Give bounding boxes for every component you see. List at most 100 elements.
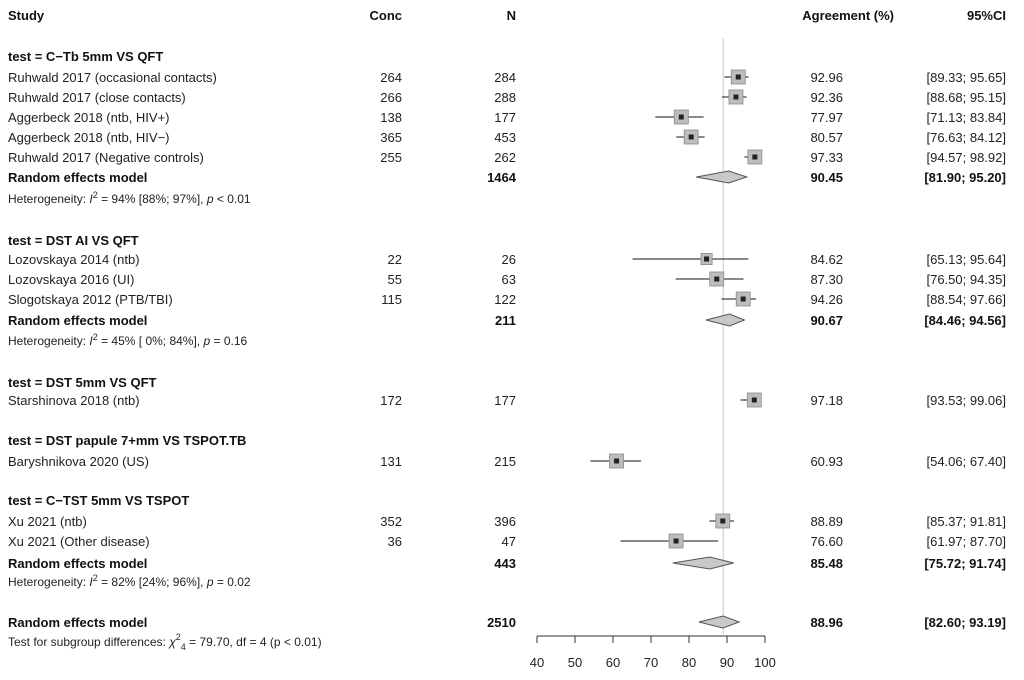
point-estimate-4 bbox=[752, 154, 758, 160]
study-conc: 264 bbox=[380, 70, 402, 85]
overall-model-diamond bbox=[698, 615, 741, 629]
header-agreement: Agreement (%) bbox=[802, 8, 894, 23]
study-ci: [71.13; 83.84] bbox=[926, 110, 1006, 125]
study-conc: 255 bbox=[380, 150, 402, 165]
study-ci: [54.06; 67.40] bbox=[926, 454, 1006, 469]
heterogeneity-text: Heterogeneity: I2 = 82% [24%; 96%], p = … bbox=[8, 573, 251, 589]
column-headers: Study Conc N Agreement (%) 95%CI bbox=[8, 8, 1006, 23]
study-ci: [88.68; 95.15] bbox=[926, 90, 1006, 105]
study-ci: [85.37; 91.81] bbox=[926, 514, 1006, 529]
study-name: Xu 2021 (Other disease) bbox=[8, 534, 150, 549]
study-name: Slogotskaya 2012 (PTB/TBI) bbox=[8, 292, 173, 307]
study-estimate: 60.93 bbox=[810, 454, 843, 469]
study-ci: [65.13; 95.64] bbox=[926, 252, 1006, 267]
point-estimate-10 bbox=[720, 518, 726, 524]
forest-rows: test = C−Tb 5mm VS QFT Ruhwald 2017 (occa… bbox=[8, 38, 1006, 670]
overall-model-estimate: 88.96 bbox=[810, 615, 843, 630]
study-n: 284 bbox=[494, 70, 516, 85]
subgroup-model-estimate: 90.67 bbox=[810, 313, 843, 328]
point-estimate-1 bbox=[733, 94, 739, 100]
study-conc: 55 bbox=[388, 272, 402, 287]
study-name: Ruhwald 2017 (occasional contacts) bbox=[8, 70, 217, 85]
study-estimate: 77.97 bbox=[810, 110, 843, 125]
study-name: Xu 2021 (ntb) bbox=[8, 514, 87, 529]
subgroup-model-ci: [81.90; 95.20] bbox=[924, 170, 1006, 185]
point-estimate-3 bbox=[688, 134, 694, 140]
study-conc: 172 bbox=[380, 393, 402, 408]
subgroup-test-text: Test for subgroup differences: χ24 = 79.… bbox=[8, 632, 322, 652]
study-n: 453 bbox=[494, 130, 516, 145]
study-estimate: 94.26 bbox=[810, 292, 843, 307]
x-tick-label: 100 bbox=[754, 655, 776, 670]
x-tick-label: 50 bbox=[568, 655, 582, 670]
subgroup-model-label: Random effects model bbox=[8, 556, 147, 571]
study-estimate: 92.36 bbox=[810, 90, 843, 105]
study-name: Lozovskaya 2016 (UI) bbox=[8, 272, 134, 287]
header-study: Study bbox=[8, 8, 45, 23]
study-ci: [76.63; 84.12] bbox=[926, 130, 1006, 145]
study-n: 262 bbox=[494, 150, 516, 165]
subgroup-model-estimate: 90.45 bbox=[810, 170, 843, 185]
overall-model-label: Random effects model bbox=[8, 615, 147, 630]
study-name: Aggerbeck 2018 (ntb, HIV+) bbox=[8, 110, 170, 125]
study-estimate: 80.57 bbox=[810, 130, 843, 145]
subgroup-title: test = DST AI VS QFT bbox=[8, 233, 139, 248]
heterogeneity-text: Heterogeneity: I2 = 45% [ 0%; 84%], p = … bbox=[8, 332, 248, 348]
study-estimate: 76.60 bbox=[810, 534, 843, 549]
study-name: Ruhwald 2017 (close contacts) bbox=[8, 90, 186, 105]
study-name: Ruhwald 2017 (Negative controls) bbox=[8, 150, 204, 165]
study-conc: 131 bbox=[380, 454, 402, 469]
study-n: 177 bbox=[494, 110, 516, 125]
point-estimate-11 bbox=[673, 538, 679, 544]
subgroup-title: test = C−TST 5mm VS TSPOT bbox=[8, 493, 189, 508]
study-n: 26 bbox=[502, 252, 516, 267]
point-estimate-8 bbox=[751, 397, 757, 403]
study-conc: 138 bbox=[380, 110, 402, 125]
study-conc: 36 bbox=[388, 534, 402, 549]
subgroup-model-label: Random effects model bbox=[8, 313, 147, 328]
header-ci: 95%CI bbox=[967, 8, 1006, 23]
x-tick-label: 70 bbox=[644, 655, 658, 670]
subgroup-model-estimate: 85.48 bbox=[810, 556, 843, 571]
study-ci: [94.57; 98.92] bbox=[926, 150, 1006, 165]
point-estimate-9 bbox=[614, 458, 620, 464]
subgroup-model-ci: [84.46; 94.56] bbox=[924, 313, 1006, 328]
subgroup-title: test = DST 5mm VS QFT bbox=[8, 375, 157, 390]
study-conc: 22 bbox=[388, 252, 402, 267]
point-estimate-5 bbox=[704, 256, 710, 262]
study-n: 47 bbox=[502, 534, 516, 549]
subgroup-model-n: 211 bbox=[495, 313, 516, 328]
study-ci: [61.97; 87.70] bbox=[926, 534, 1006, 549]
study-estimate: 84.62 bbox=[810, 252, 843, 267]
subgroup-model-ci: [75.72; 91.74] bbox=[924, 556, 1006, 571]
study-estimate: 88.89 bbox=[810, 514, 843, 529]
study-name: Lozovskaya 2014 (ntb) bbox=[8, 252, 140, 267]
study-n: 122 bbox=[494, 292, 516, 307]
study-conc: 352 bbox=[380, 514, 402, 529]
subgroup-title: test = DST papule 7+mm VS TSPOT.TB bbox=[8, 433, 246, 448]
study-conc: 266 bbox=[380, 90, 402, 105]
study-ci: [76.50; 94.35] bbox=[926, 272, 1006, 287]
header-n: N bbox=[507, 8, 516, 23]
x-tick-label: 40 bbox=[530, 655, 544, 670]
study-conc: 365 bbox=[380, 130, 402, 145]
study-estimate: 97.18 bbox=[810, 393, 843, 408]
study-name: Baryshnikova 2020 (US) bbox=[8, 454, 149, 469]
study-conc: 115 bbox=[381, 292, 402, 307]
study-n: 177 bbox=[494, 393, 516, 408]
x-tick-label: 80 bbox=[682, 655, 696, 670]
subgroup-model-diamond bbox=[696, 170, 749, 184]
overall-model-ci: [82.60; 93.19] bbox=[924, 615, 1006, 630]
point-estimate-0 bbox=[735, 74, 741, 80]
point-estimate-6 bbox=[714, 276, 720, 282]
study-estimate: 97.33 bbox=[810, 150, 843, 165]
study-name: Aggerbeck 2018 (ntb, HIV−) bbox=[8, 130, 170, 145]
header-conc: Conc bbox=[370, 8, 403, 23]
subgroup-model-diamond bbox=[705, 313, 746, 327]
point-estimate-7 bbox=[740, 296, 746, 302]
study-estimate: 92.96 bbox=[810, 70, 843, 85]
subgroup-model-n: 1464 bbox=[487, 170, 517, 185]
subgroup-model-label: Random effects model bbox=[8, 170, 147, 185]
x-tick-label: 60 bbox=[606, 655, 620, 670]
